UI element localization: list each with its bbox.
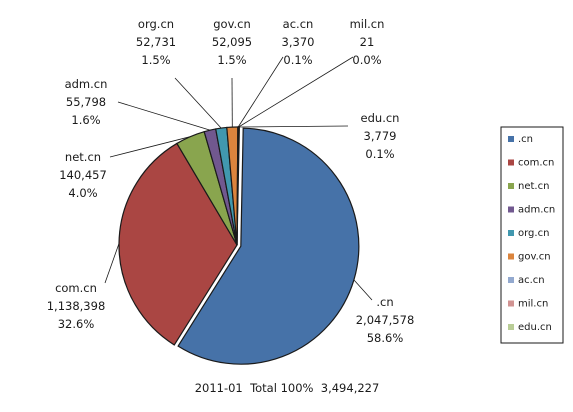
data-label-value: 3,370 bbox=[282, 35, 315, 49]
chart-footer: 2011-01 Total 100% 3,494,227 bbox=[195, 381, 380, 395]
data-label-govcn: gov.cn 52,095 1.5% bbox=[212, 17, 252, 67]
legend-label-govcn: gov.cn bbox=[518, 252, 551, 263]
legend-label-netcn: net.cn bbox=[518, 181, 549, 192]
data-label-name: .cn bbox=[376, 295, 393, 309]
data-label-milcn: mil.cn 21 0.0% bbox=[350, 17, 385, 67]
legend-label-comcn: com.cn bbox=[518, 158, 554, 169]
leader-line-cn bbox=[353, 279, 373, 301]
data-label-name: ac.cn bbox=[283, 17, 314, 31]
leader-line-educn bbox=[238, 125, 349, 128]
legend-swatch-accn bbox=[508, 277, 514, 283]
data-label-percent: 32.6% bbox=[58, 317, 95, 331]
data-label-percent: 0.1% bbox=[283, 53, 312, 67]
data-label-percent: 1.5% bbox=[141, 53, 170, 67]
data-label-orgcn: org.cn 52,731 1.5% bbox=[136, 17, 176, 67]
leader-line-admcn bbox=[117, 101, 211, 131]
data-labels: .cn 2,047,578 58.6% com.cn 1,138,398 32.6% net… bbox=[47, 17, 415, 345]
legend-swatch-admcn bbox=[508, 206, 514, 213]
legend-swatch-cn bbox=[508, 136, 514, 142]
data-label-value: 55,798 bbox=[66, 95, 106, 109]
legend-swatch-orgcn bbox=[508, 230, 514, 236]
data-label-value: 52,731 bbox=[136, 35, 176, 49]
leader-line-comcn bbox=[104, 243, 120, 284]
data-label-name: net.cn bbox=[65, 150, 101, 164]
legend-label-orgcn: org.cn bbox=[518, 228, 549, 239]
legend-label-cn: .cn bbox=[518, 134, 533, 145]
data-label-percent: 1.6% bbox=[71, 113, 100, 127]
data-label-percent: 0.0% bbox=[352, 53, 381, 67]
data-label-name: org.cn bbox=[138, 17, 174, 31]
data-label-cn: .cn 2,047,578 58.6% bbox=[356, 295, 415, 345]
data-label-percent: 1.5% bbox=[217, 53, 246, 67]
legend-label-educn: edu.cn bbox=[518, 322, 552, 333]
data-label-name: edu.cn bbox=[361, 111, 400, 125]
leader-line-milcn bbox=[238, 56, 354, 128]
data-label-value: 2,047,578 bbox=[356, 313, 415, 327]
data-label-name: com.cn bbox=[55, 281, 97, 295]
data-label-percent: 0.1% bbox=[365, 147, 394, 161]
legend-swatch-educn bbox=[508, 324, 514, 330]
legend-swatch-govcn bbox=[508, 253, 514, 260]
data-label-admcn: adm.cn 55,798 1.6% bbox=[65, 77, 108, 127]
data-label-value: 140,457 bbox=[59, 168, 107, 182]
legend-label-admcn: adm.cn bbox=[518, 205, 555, 216]
footer-total-value: 3,494,227 bbox=[321, 381, 380, 395]
legend: .cn com.cn net.cn adm.cn org.cn gov.cn ac.cn mi… bbox=[500, 126, 564, 344]
legend-swatch-netcn bbox=[508, 183, 514, 189]
data-label-netcn: net.cn 140,457 4.0% bbox=[59, 150, 107, 200]
leader-line-accn bbox=[237, 56, 284, 128]
footer-total-label: Total 100% bbox=[249, 381, 313, 395]
data-label-comcn: com.cn 1,138,398 32.6% bbox=[47, 281, 106, 331]
leader-line-orgcn bbox=[174, 77, 222, 129]
footer-period: 2011-01 bbox=[195, 381, 243, 395]
leader-line-netcn bbox=[109, 136, 191, 158]
data-label-percent: 58.6% bbox=[367, 331, 404, 345]
pie-slices bbox=[118, 126, 360, 365]
legend-label-accn: ac.cn bbox=[518, 275, 545, 286]
data-label-name: gov.cn bbox=[213, 17, 251, 31]
data-label-name: mil.cn bbox=[350, 17, 385, 31]
data-label-value: 3,779 bbox=[364, 129, 397, 143]
data-label-accn: ac.cn 3,370 0.1% bbox=[282, 17, 315, 67]
data-label-name: adm.cn bbox=[65, 77, 108, 91]
legend-swatch-comcn bbox=[508, 159, 514, 166]
pie-slice-comcn bbox=[118, 142, 238, 346]
data-label-percent: 4.0% bbox=[68, 186, 97, 200]
leader-lines bbox=[104, 56, 373, 301]
data-label-value: 52,095 bbox=[212, 35, 252, 49]
legend-label-milcn: mil.cn bbox=[518, 299, 548, 310]
data-label-value: 21 bbox=[360, 35, 375, 49]
data-label-value: 1,138,398 bbox=[47, 299, 106, 313]
data-label-educn: edu.cn 3,779 0.1% bbox=[361, 111, 400, 161]
legend-swatch-milcn bbox=[508, 300, 514, 307]
